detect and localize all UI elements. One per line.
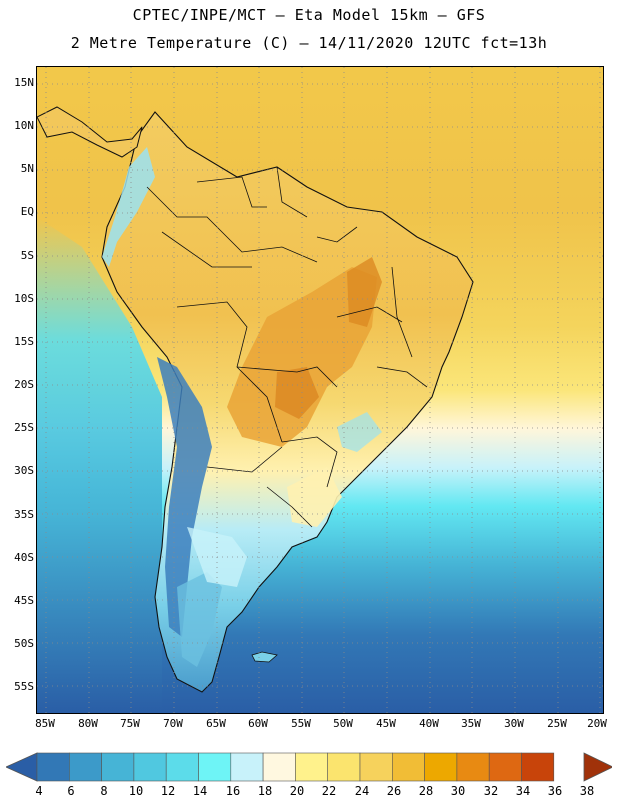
- temperature-map: [36, 66, 604, 714]
- lon-label: 35W: [461, 717, 481, 730]
- colorbar-label: 34: [515, 784, 531, 798]
- map-subtitle: 2 Metre Temperature (C) – 14/11/2020 12U…: [70, 34, 548, 52]
- lon-label: 50W: [333, 717, 353, 730]
- colorbar-label: 28: [418, 784, 434, 798]
- lat-label: 25S: [14, 421, 34, 434]
- colorbar-cell: [198, 752, 232, 782]
- colorbar-label: 4: [35, 784, 43, 798]
- map-title: CPTEC/INPE/MCT – Eta Model 15km – GFS: [132, 6, 486, 24]
- lon-label: 80W: [78, 717, 98, 730]
- lat-label: 5N: [20, 162, 34, 175]
- lon-label: 75W: [120, 717, 140, 730]
- lat-label: EQ: [20, 205, 34, 218]
- colorbar-label: 22: [321, 784, 337, 798]
- lat-label: 10S: [14, 292, 34, 305]
- lat-label: 50S: [14, 637, 34, 650]
- lon-label: 45W: [376, 717, 396, 730]
- colorbar-label: 36: [547, 784, 563, 798]
- lon-label: 25W: [547, 717, 567, 730]
- colorbar-label: 26: [386, 784, 402, 798]
- colorbar-label: 12: [160, 784, 176, 798]
- colorbar-cell: [391, 752, 425, 782]
- colorbar-label: 20: [289, 784, 305, 798]
- colorbar-cell: [133, 752, 167, 782]
- lat-label: 20S: [14, 378, 34, 391]
- lat-label: 10N: [14, 119, 34, 132]
- lat-label: 5S: [20, 249, 34, 262]
- colorbar-cell: [262, 752, 296, 782]
- lat-label: 35S: [14, 508, 34, 521]
- colorbar-cell: [230, 752, 264, 782]
- colorbar-cell: [424, 752, 458, 782]
- colorbar-right-arrow: [583, 752, 612, 782]
- lon-label: 20W: [587, 717, 607, 730]
- colorbar-label: 16: [225, 784, 241, 798]
- colorbar-label: 10: [128, 784, 144, 798]
- colorbar-label: 24: [354, 784, 370, 798]
- colorbar-cell: [68, 752, 102, 782]
- lon-label: 30W: [504, 717, 524, 730]
- colorbar: [6, 752, 612, 782]
- lat-label: 40S: [14, 551, 34, 564]
- colorbar-cell: [295, 752, 328, 782]
- colorbar-cell: [165, 752, 199, 782]
- colorbar-label: 8: [100, 784, 108, 798]
- lat-label: 15N: [14, 76, 34, 89]
- lon-label: 65W: [206, 717, 226, 730]
- colorbar-label: 18: [257, 784, 273, 798]
- colorbar-cell: [456, 752, 490, 782]
- colorbar-label: 6: [67, 784, 75, 798]
- lon-label: 55W: [291, 717, 311, 730]
- lon-label: 85W: [35, 717, 55, 730]
- lat-label: 45S: [14, 594, 34, 607]
- lat-label: 15S: [14, 335, 34, 348]
- colorbar-cell: [521, 752, 555, 782]
- colorbar-label: 14: [192, 784, 208, 798]
- colorbar-cell: [36, 752, 70, 782]
- colorbar-label: 32: [483, 784, 499, 798]
- colorbar-left-arrow: [6, 752, 38, 782]
- colorbar-label: 38: [579, 784, 595, 798]
- lon-label: 60W: [248, 717, 268, 730]
- lon-label: 40W: [419, 717, 439, 730]
- lat-label: 30S: [14, 464, 34, 477]
- colorbar-cell: [101, 752, 135, 782]
- lon-label: 70W: [163, 717, 183, 730]
- lat-label: 55S: [14, 680, 34, 693]
- colorbar-cell: [359, 752, 393, 782]
- colorbar-cell: [488, 752, 522, 782]
- colorbar-label: 30: [450, 784, 466, 798]
- colorbar-cell: [327, 752, 361, 782]
